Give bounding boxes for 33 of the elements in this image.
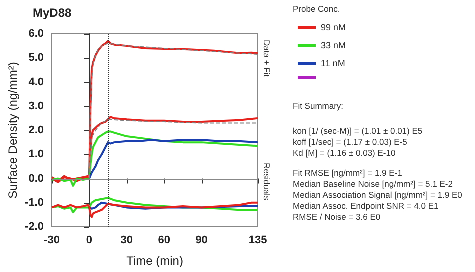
- x-tick-label: 135: [248, 234, 268, 246]
- text: Median Assoc. Endpoint SNR = 4.0 E1: [293, 201, 439, 211]
- text: Fit Summary:: [293, 101, 344, 111]
- x-axis-title: Time (min): [126, 254, 184, 268]
- y-tick-label: 3.0: [28, 100, 44, 112]
- text: kon [1/ (sec·M)] = (1.01 ± 0.01) E5: [293, 126, 423, 136]
- x-tick-label: -30: [44, 234, 60, 246]
- text: Fit RMSE [ng/mm²] = 1.9 E-1: [293, 168, 402, 178]
- text: Data + Fit: [262, 40, 272, 78]
- text: koff [1/sec] = (1.17 ± 0.03) E-5: [293, 137, 408, 147]
- y-tick-label: -2.0: [25, 221, 44, 233]
- legend-label: 11 nM: [321, 58, 346, 68]
- legend-label: 99 nM: [321, 22, 346, 32]
- y-tick-label: 0.0: [28, 172, 44, 185]
- text: Median Association Signal [ng/mm²] = 1.9 E0: [293, 190, 462, 200]
- y-tick-label: 5.0: [28, 52, 44, 64]
- text: RMSE / Noise = 3.6 E0: [293, 212, 381, 222]
- legend-label: 33 nM: [321, 40, 346, 50]
- text: Median Baseline Noise [ng/mm²] = 5.1 E-2: [293, 179, 453, 189]
- y-tick-label: 6.0: [28, 28, 44, 40]
- chart-title: MyD88: [33, 6, 72, 20]
- text: Residuals: [262, 163, 272, 200]
- y-tick-label: 1.0: [28, 148, 44, 161]
- y-tick-label: -1.0: [25, 196, 44, 209]
- x-tick-label: 30: [120, 234, 134, 246]
- x-tick-label: 90: [196, 234, 208, 246]
- y-tick-label: 4.0: [28, 76, 44, 88]
- text: Kd [M] = (1.16 ± 0.03) E-10: [293, 148, 396, 158]
- x-tick-label: 60: [158, 234, 170, 246]
- legend-title: Probe Conc.: [293, 4, 340, 14]
- y-tick-label: 2.0: [28, 124, 44, 136]
- x-tick-label: 0: [86, 234, 93, 246]
- y-axis-title: Surface Density (ng/mm²): [6, 62, 20, 199]
